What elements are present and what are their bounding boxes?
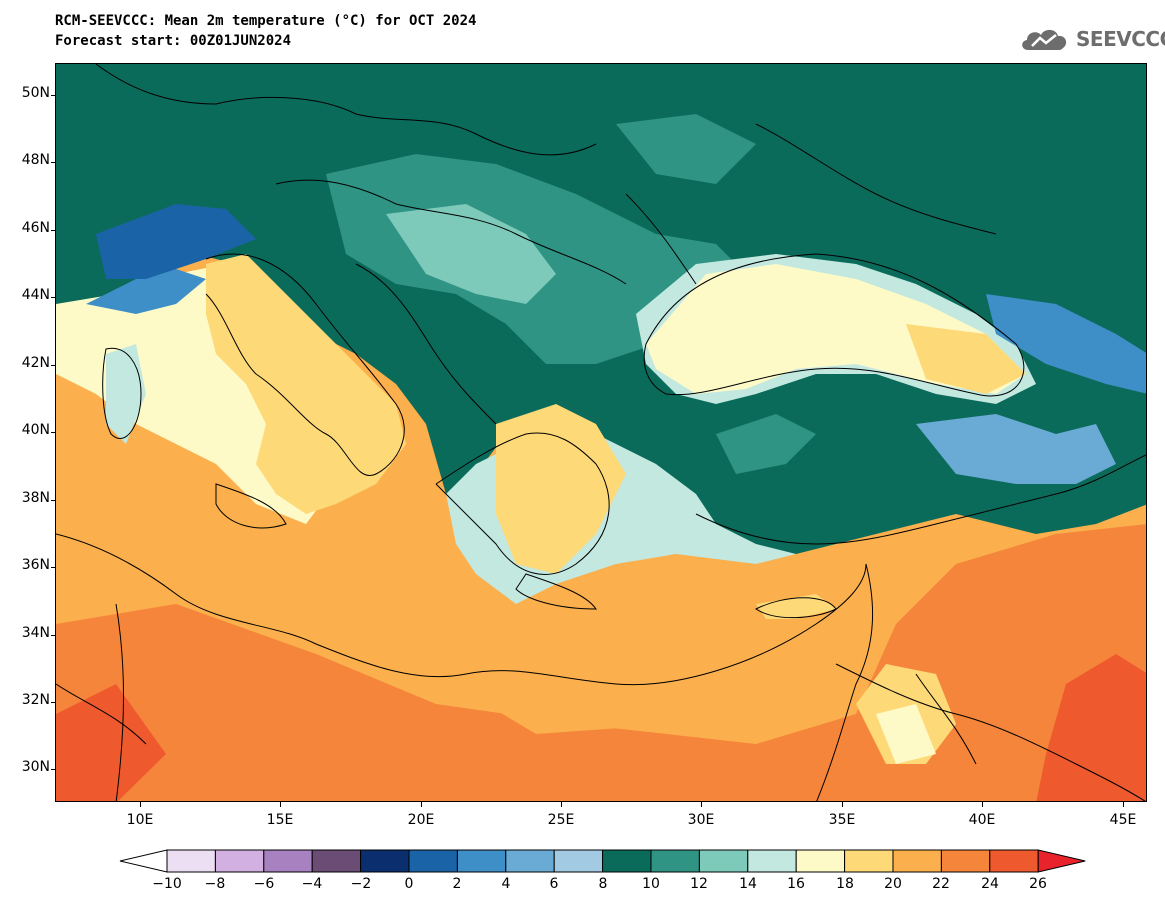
lat-label: 40N bbox=[21, 422, 50, 438]
colorbar-swatch bbox=[747, 849, 797, 873]
colorbar-swatch bbox=[263, 849, 313, 873]
map-title: RCM-SEEVCCC: Mean 2m temperature (°C) fo… bbox=[55, 13, 477, 29]
colorbar-tick-label: −2 bbox=[350, 876, 372, 892]
lon-tick bbox=[140, 801, 141, 807]
lon-tick bbox=[280, 801, 281, 807]
lon-tick bbox=[701, 801, 702, 807]
colorbar-tick-label: 26 bbox=[1029, 876, 1047, 892]
colorbar-tick-label: 12 bbox=[690, 876, 708, 892]
lat-label: 36N bbox=[21, 557, 50, 573]
lat-label: 48N bbox=[21, 152, 50, 168]
temperature-field bbox=[56, 64, 1146, 801]
lat-label: 38N bbox=[21, 490, 50, 506]
colorbar-swatch bbox=[650, 849, 700, 873]
colorbar-under-arrow bbox=[119, 849, 168, 873]
colorbar-tick-label: 8 bbox=[598, 876, 608, 892]
colorbar-swatch bbox=[698, 849, 749, 873]
colorbar-tick-label: 20 bbox=[884, 876, 902, 892]
colorbar-swatch bbox=[795, 849, 846, 873]
lon-tick bbox=[1123, 801, 1124, 807]
lat-tick bbox=[51, 365, 56, 366]
lat-tick bbox=[51, 297, 56, 298]
colorbar-tick-label: −8 bbox=[204, 876, 226, 892]
lat-label: 34N bbox=[21, 625, 50, 641]
lon-label: 35E bbox=[828, 812, 856, 828]
colorbar-swatch bbox=[940, 849, 991, 873]
colorbar-over-arrow bbox=[1037, 849, 1086, 873]
lon-tick bbox=[421, 801, 422, 807]
coastlines bbox=[56, 64, 1146, 801]
forecast-start-label: Forecast start: 00Z01JUN2024 bbox=[55, 33, 292, 49]
lat-tick bbox=[51, 432, 56, 433]
lat-label: 44N bbox=[21, 287, 50, 303]
colorbar bbox=[119, 849, 1086, 873]
lon-label: 25E bbox=[547, 812, 575, 828]
lat-tick bbox=[51, 635, 56, 636]
colorbar-tick-label: 0 bbox=[404, 876, 414, 892]
colorbar-swatch bbox=[989, 849, 1039, 873]
temperature-map bbox=[55, 63, 1147, 802]
lon-label: 45E bbox=[1109, 812, 1137, 828]
colorbar-swatch bbox=[892, 849, 942, 873]
lon-label: 30E bbox=[687, 812, 715, 828]
lat-tick bbox=[51, 702, 56, 703]
colorbar-tick-label: −10 bbox=[152, 876, 182, 892]
colorbar-tick-label: 16 bbox=[787, 876, 805, 892]
colorbar-swatch bbox=[602, 849, 652, 873]
colorbar-tick-label: 14 bbox=[739, 876, 757, 892]
colorbar-tick-label: 24 bbox=[981, 876, 999, 892]
lat-label: 50N bbox=[21, 85, 50, 101]
lat-tick bbox=[51, 500, 56, 501]
lat-tick bbox=[51, 162, 56, 163]
colorbar-swatch bbox=[408, 849, 458, 873]
colorbar-swatch bbox=[553, 849, 604, 873]
colorbar-swatch bbox=[456, 849, 507, 873]
logo-text: SEEVCCC bbox=[1076, 27, 1165, 51]
colorbar-swatch bbox=[166, 849, 216, 873]
colorbar-tick-label: 2 bbox=[452, 876, 462, 892]
lat-tick bbox=[51, 230, 56, 231]
colorbar-tick-label: 18 bbox=[836, 876, 854, 892]
colorbar-swatch bbox=[360, 849, 410, 873]
lon-label: 20E bbox=[407, 812, 435, 828]
colorbar-swatch bbox=[844, 849, 894, 873]
lon-tick bbox=[842, 801, 843, 807]
cloud-icon bbox=[1022, 29, 1067, 50]
lat-label: 46N bbox=[21, 220, 50, 236]
colorbar-tick-label: 10 bbox=[642, 876, 660, 892]
colorbar-swatch bbox=[214, 849, 265, 873]
colorbar-tick-label: 6 bbox=[549, 876, 559, 892]
colorbar-tick-label: 4 bbox=[501, 876, 511, 892]
lon-label: 15E bbox=[266, 812, 294, 828]
lat-tick bbox=[51, 95, 56, 96]
colorbar-swatch bbox=[311, 849, 362, 873]
seevccc-logo: SEEVCCC bbox=[1018, 22, 1165, 56]
lon-tick bbox=[982, 801, 983, 807]
lon-tick bbox=[561, 801, 562, 807]
colorbar-swatch bbox=[505, 849, 555, 873]
lat-tick bbox=[51, 567, 56, 568]
lon-label: 40E bbox=[968, 812, 996, 828]
colorbar-tick-label: −6 bbox=[253, 876, 275, 892]
lat-label: 30N bbox=[21, 759, 50, 775]
lat-label: 42N bbox=[21, 355, 50, 371]
lon-label: 10E bbox=[126, 812, 154, 828]
colorbar-tick-label: −4 bbox=[301, 876, 323, 892]
lat-tick bbox=[51, 769, 56, 770]
lat-label: 32N bbox=[21, 692, 50, 708]
colorbar-tick-label: 22 bbox=[932, 876, 950, 892]
